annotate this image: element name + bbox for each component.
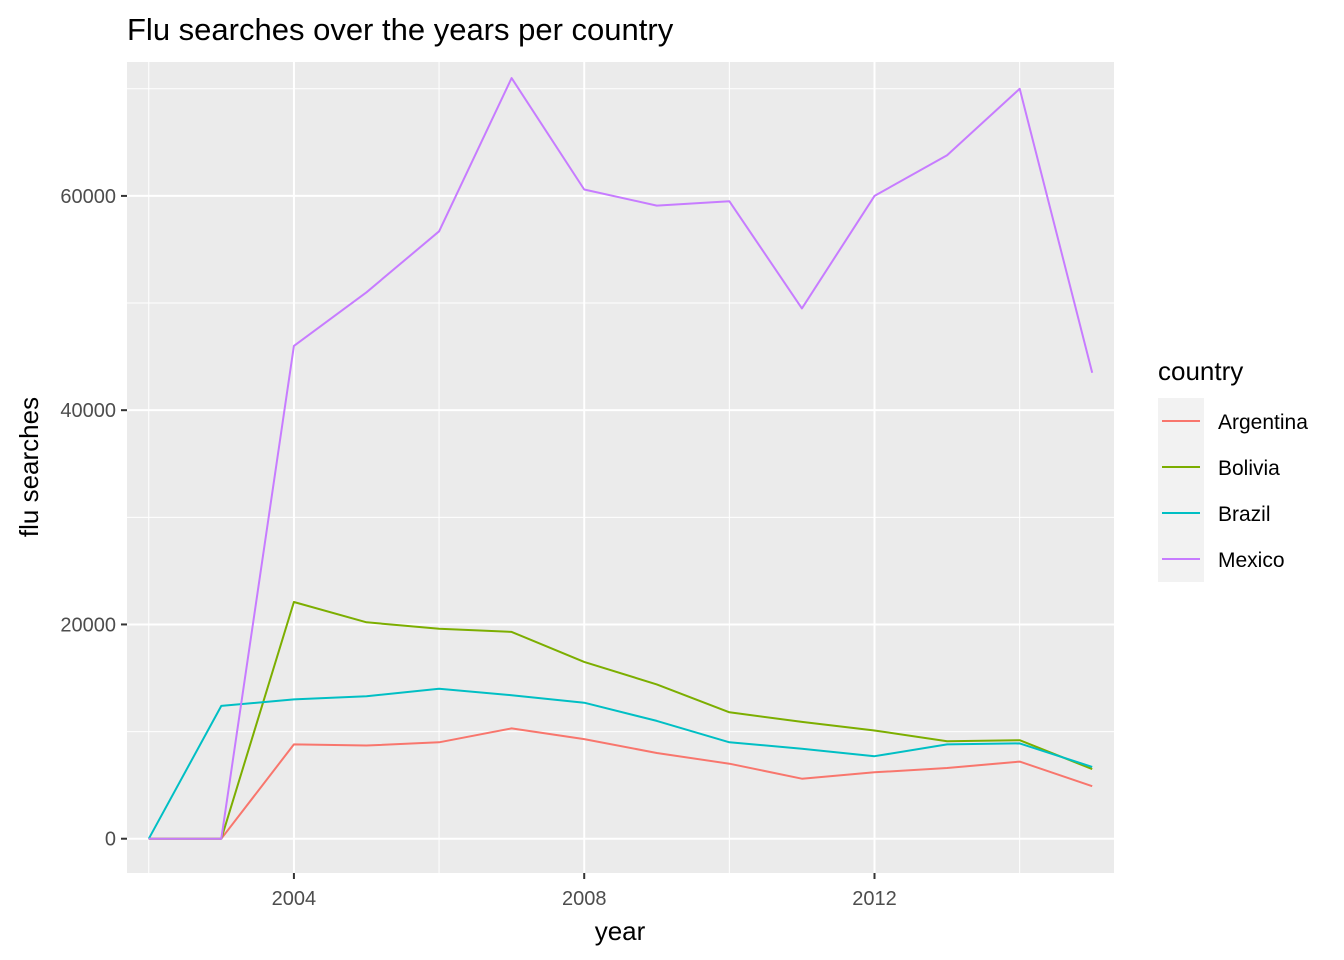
x-axis: 2004 2008 2012 [272, 873, 897, 910]
series-line-mexico [148, 77, 1094, 840]
series-line-brazil [147, 687, 1093, 840]
x-tick-label: 2008 [562, 888, 607, 910]
legend-title: country [1158, 356, 1243, 386]
legend-items: Argentina Bolivia Brazil Mexico [1158, 398, 1308, 582]
y-axis: 0 20000 40000 60000 [60, 186, 127, 851]
y-axis-title: flu searches [14, 397, 44, 537]
y-tick-label: 0 [105, 829, 116, 851]
chart-title: Flu searches over the years per country [127, 12, 674, 47]
y-tick-label: 60000 [60, 186, 116, 208]
legend: country Argentina Bolivia Brazil Mexico [1158, 356, 1308, 582]
x-tick-label: 2004 [272, 888, 317, 910]
legend-label: Bolivia [1218, 457, 1280, 480]
legend-label: Argentina [1218, 411, 1308, 434]
y-tick-label: 40000 [60, 400, 116, 422]
series-line-bolivia [148, 601, 1093, 840]
series-line-argentina [148, 727, 1093, 840]
minor-gridlines [127, 62, 1114, 873]
legend-label: Mexico [1218, 549, 1285, 572]
series-lines [147, 77, 1094, 840]
x-axis-title: year [595, 916, 646, 946]
y-tick-label: 20000 [60, 614, 116, 636]
legend-label: Brazil [1218, 503, 1271, 526]
x-tick-label: 2012 [852, 888, 897, 910]
